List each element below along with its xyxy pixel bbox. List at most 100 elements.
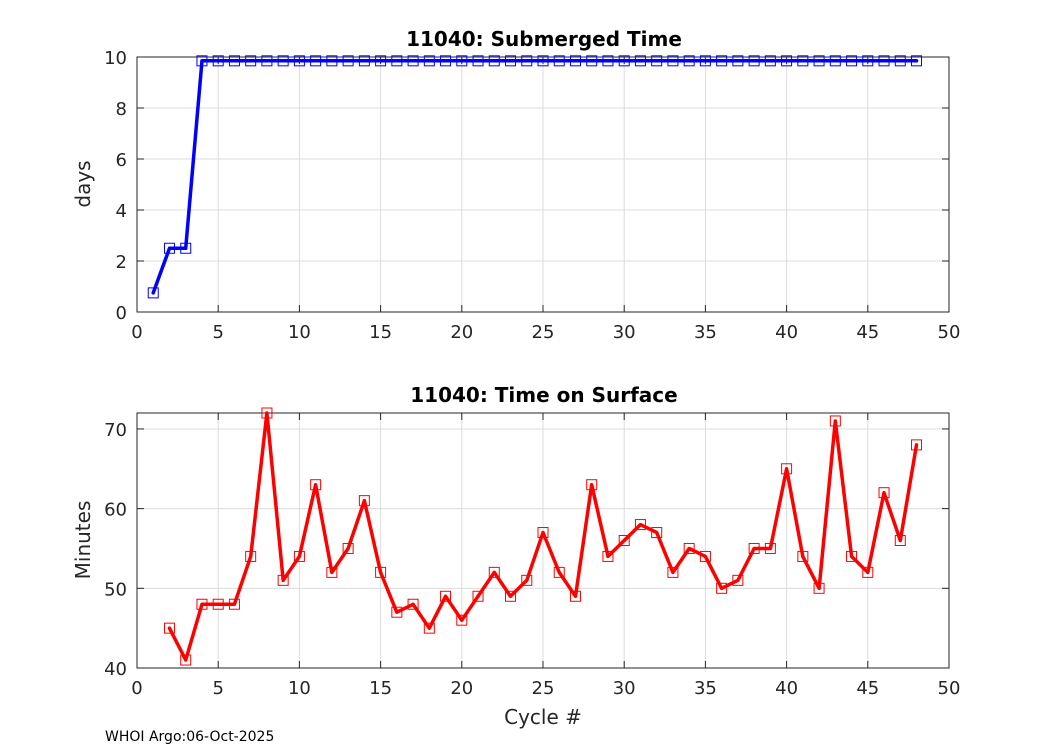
submerged-time-point-dot [541, 59, 545, 63]
surface-time-point-dot [752, 546, 756, 551]
surface-time-point [472, 590, 484, 602]
surface-time-point [261, 407, 273, 419]
submerged-time-point [293, 55, 305, 67]
submerged-time-point-dot [882, 59, 886, 63]
submerged-time-point-dot [379, 59, 383, 63]
submerged-time-x-tick-label: 5 [212, 322, 223, 343]
submerged-time-point [440, 55, 452, 67]
submerged-time-point [651, 55, 663, 67]
submerged-time-point [180, 242, 192, 254]
submerged-time-y-tick-label: 2 [116, 252, 127, 273]
surface-time-point [553, 566, 565, 578]
surface-time-point-dot [849, 554, 854, 559]
surface-time-point [667, 566, 679, 578]
surface-time-point-dot [167, 626, 172, 630]
surface-time-point [781, 463, 793, 475]
submerged-time-point-dot [281, 59, 285, 63]
submerged-time-point [375, 55, 387, 67]
surface-time-point [423, 622, 435, 634]
surface-time-point [829, 415, 841, 427]
surface-time-point-dot [362, 499, 366, 503]
submerged-time-point-dot [817, 59, 821, 63]
surface-time-point [407, 598, 419, 610]
submerged-time-point-dot [427, 59, 431, 63]
surface-time-point [196, 598, 208, 610]
surface-time-point [537, 527, 549, 539]
surface-time-point-dot [687, 546, 691, 551]
submerged-time-point-dot [525, 59, 529, 63]
surface-time-point [732, 574, 744, 586]
surface-time-point-dot [655, 530, 659, 535]
submerged-time-panel: 11040: Submerged Time days 0 5 10 15 20 25 30 3… [71, 27, 960, 343]
submerged-time-point-dot [590, 59, 594, 63]
surface-time-point [748, 542, 760, 554]
submerged-time-point-dot [785, 59, 789, 63]
submerged-time-point [472, 55, 484, 67]
submerged-time-x-tick-label: 20 [450, 322, 473, 343]
submerged-time-x-tick-label: 45 [856, 322, 879, 343]
surface-time-point [521, 574, 533, 586]
submerged-time-point-dot [395, 59, 399, 63]
surface-time-point-dot [346, 546, 350, 551]
submerged-time-point-dot [265, 59, 269, 63]
surface-time-point-dot [216, 602, 220, 606]
surface-time-point-dot [606, 554, 610, 559]
surface-time-point-dot [232, 602, 237, 606]
surface-time-point-dot [768, 546, 772, 551]
submerged-time-point [618, 55, 630, 67]
submerged-time-point-dot [167, 246, 172, 250]
surface-time-point [764, 542, 776, 554]
surface-time-x-tick-label: 30 [613, 678, 636, 699]
surface-time-point-dot [638, 522, 643, 527]
submerged-time-point-dot [768, 59, 772, 63]
submerged-time-point-dot [914, 59, 919, 63]
submerged-time-point-dot [752, 59, 756, 63]
submerged-time-point [878, 55, 890, 67]
submerged-time-point-dot [736, 59, 740, 63]
surface-time-x-tick-label: 10 [288, 678, 311, 699]
submerged-time-point-dot [703, 59, 708, 63]
submerged-time-y-tick-label: 8 [116, 99, 127, 120]
submerged-time-point-dot [346, 59, 350, 63]
submerged-time-point [391, 55, 403, 67]
surface-time-point [326, 566, 338, 578]
surface-time-x-tick-label: 50 [938, 678, 961, 699]
submerged-time-point [277, 55, 289, 67]
submerged-time-point [748, 55, 760, 67]
surface-time-x-tick-label: 40 [775, 678, 798, 699]
surface-time-point [456, 614, 468, 626]
surface-time-point-dot [866, 570, 870, 574]
surface-time-point [911, 439, 923, 451]
surface-time-y-tick-label: 40 [104, 659, 127, 680]
submerged-time-point [764, 55, 776, 67]
surface-time-point [683, 542, 695, 554]
surface-time-point-dot [785, 467, 789, 471]
surface-time-point-dot [801, 554, 805, 559]
surface-time-point-dot [557, 570, 561, 574]
surface-time-point [180, 654, 192, 666]
submerged-time-x-tick-label: 30 [613, 322, 636, 343]
surface-time-point [634, 519, 646, 531]
submerged-time-point [505, 55, 517, 67]
submerged-time-point [261, 55, 273, 67]
submerged-time-point [829, 55, 841, 67]
surface-time-point [228, 598, 240, 610]
submerged-time-point-dot [184, 246, 188, 250]
surface-time-x-tick-label: 35 [694, 678, 717, 699]
surface-time-point [846, 550, 858, 562]
surface-time-point [391, 606, 403, 618]
submerged-time-title: 11040: Submerged Time [406, 27, 682, 51]
submerged-time-point [310, 55, 322, 67]
submerged-time-point [196, 55, 208, 67]
submerged-time-point-dot [362, 59, 366, 63]
submerged-time-point [147, 287, 159, 299]
surface-time-point [212, 598, 224, 610]
surface-time-point-dot [476, 594, 480, 598]
surface-time-point-dot [379, 570, 383, 574]
surface-time-markers [163, 407, 923, 666]
submerged-time-point-dot [655, 59, 659, 63]
surface-time-point [310, 479, 322, 491]
surface-time-x-tick-label: 25 [532, 678, 555, 699]
submerged-time-point-dot [898, 59, 902, 63]
